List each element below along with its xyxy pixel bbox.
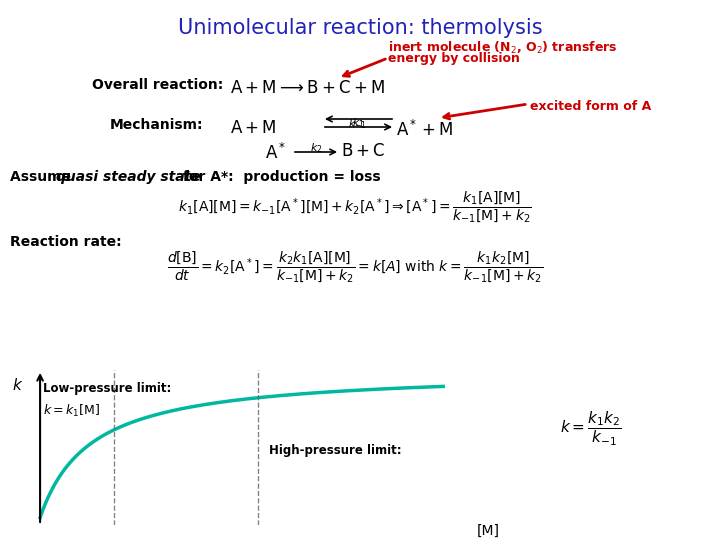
- Text: $\dfrac{d[\mathrm{B}]}{dt} = k_2[\mathrm{A^*}] = \dfrac{k_2 k_1[\mathrm{A}][\mat: $\dfrac{d[\mathrm{B}]}{dt} = k_2[\mathrm…: [167, 250, 543, 285]
- Text: $k_2$: $k_2$: [310, 141, 323, 155]
- Text: excited form of A: excited form of A: [530, 100, 652, 113]
- Text: $\mathrm{A^* + M}$: $\mathrm{A^* + M}$: [396, 120, 454, 140]
- Text: Unimolecular reaction: thermolysis: Unimolecular reaction: thermolysis: [178, 18, 542, 38]
- Text: $k = k_1[\mathrm{M}]$: $k = k_1[\mathrm{M}]$: [43, 402, 101, 418]
- Text: inert molecule (N$_2$, O$_2$) transfers: inert molecule (N$_2$, O$_2$) transfers: [388, 40, 618, 56]
- Text: for A*:  production = loss: for A*: production = loss: [178, 170, 381, 184]
- Text: Low-pressure limit:: Low-pressure limit:: [43, 382, 172, 395]
- Text: $k$: $k$: [12, 377, 23, 393]
- Text: High-pressure limit:: High-pressure limit:: [269, 444, 401, 457]
- Text: $k_1[\mathrm{A}][\mathrm{M}] = k_{-1}[\mathrm{A^*}][\mathrm{M}] + k_2[\mathrm{A^: $k_1[\mathrm{A}][\mathrm{M}] = k_{-1}[\m…: [178, 190, 532, 225]
- Text: $k_{-1}$: $k_{-1}$: [348, 117, 368, 131]
- Text: Overall reaction:: Overall reaction:: [92, 78, 223, 92]
- Text: $k = \dfrac{k_1 k_2}{k_{-1}}$: $k = \dfrac{k_1 k_2}{k_{-1}}$: [560, 410, 621, 448]
- Text: Assume: Assume: [10, 170, 76, 184]
- Text: quasi steady state: quasi steady state: [56, 170, 201, 184]
- Text: Reaction rate:: Reaction rate:: [10, 235, 122, 249]
- Text: $\mathrm{A^*}$: $\mathrm{A^*}$: [265, 143, 287, 163]
- Text: $k_1$: $k_1$: [351, 116, 364, 130]
- Text: $\mathrm{B + C}$: $\mathrm{B + C}$: [341, 143, 385, 160]
- Text: [M]: [M]: [477, 523, 500, 537]
- Text: $\mathrm{A + M} \longrightarrow \mathrm{B + C + M}$: $\mathrm{A + M} \longrightarrow \mathrm{…: [230, 80, 385, 97]
- Text: $\mathrm{A + M}$: $\mathrm{A + M}$: [230, 120, 276, 137]
- Text: energy by collision: energy by collision: [388, 52, 520, 65]
- Text: Mechanism:: Mechanism:: [110, 118, 204, 132]
